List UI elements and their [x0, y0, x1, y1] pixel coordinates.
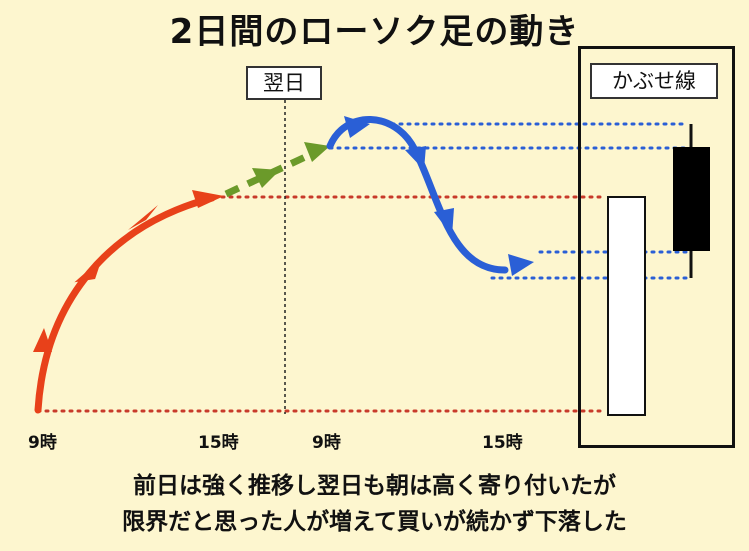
time-label-day1-open: 9時: [28, 433, 57, 453]
day1-arrow-1: [33, 328, 52, 352]
day2-arrow-1: [344, 116, 370, 138]
caption-line-1: 前日は強く推移し翌日も朝は高く寄り付いたが: [133, 473, 616, 499]
time-label-day2-open: 9時: [312, 433, 341, 453]
day2-arrow-4: [508, 254, 534, 276]
page-title: 2日間のローソク足の動き: [169, 12, 580, 52]
gap-arrow-2: [304, 142, 330, 162]
day1-arrow-2: [74, 257, 103, 283]
day1-arrow-4: [192, 190, 224, 208]
day2-arrow-2: [405, 146, 426, 170]
kabuse-label: かぶせ線: [590, 63, 718, 99]
bullish-candle: [607, 196, 646, 416]
day1-arrow-3: [128, 205, 158, 230]
next-day-label: 翌日: [246, 66, 322, 100]
time-label-day2-close: 15時: [482, 433, 523, 453]
day2-arrow-3: [434, 208, 454, 236]
day2-price-path: [326, 116, 509, 274]
kabuse-panel: [578, 46, 735, 448]
caption-line-2: 限界だと思った人が増えて買いが続かず下落した: [122, 509, 627, 535]
bearish-candle: [673, 147, 710, 251]
day1-price-path: [34, 194, 216, 414]
gap-arrow-1: [252, 168, 280, 188]
time-label-day1-close: 15時: [198, 433, 239, 453]
